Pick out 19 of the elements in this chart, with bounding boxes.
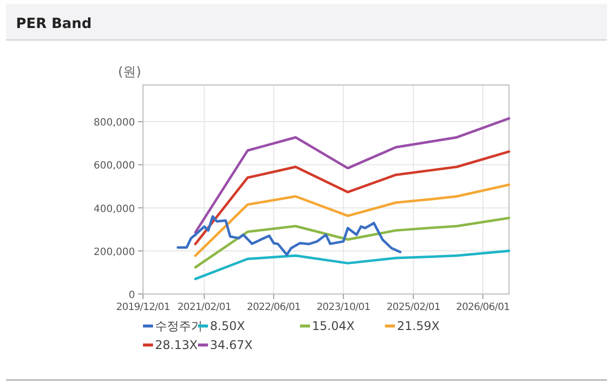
y-tick-label: 200,000 <box>94 246 135 258</box>
legend-label: 34.67X <box>210 338 253 352</box>
y-tick-label: 800,000 <box>94 118 135 129</box>
y-tick-label: 600,000 <box>94 160 135 172</box>
legend-label: 수정주가 <box>155 319 203 333</box>
x-tick-label: 2023/10/01 <box>316 302 370 313</box>
legend-label: 21.59X <box>397 319 440 333</box>
y-tick-label: 400,000 <box>94 204 135 215</box>
y-axis-title: (원) <box>118 65 142 80</box>
y-tick-label: 0 <box>128 290 135 301</box>
legend-label: 8.50X <box>210 319 245 333</box>
x-tick-label: 2019/12/01 <box>116 302 170 313</box>
x-tick-label: 2025/02/01 <box>386 302 440 313</box>
x-tick-label: 2021/02/01 <box>177 302 232 313</box>
legend-label: 28.13X <box>155 338 198 352</box>
chart-title: PER Band <box>16 16 92 32</box>
x-tick-label: 2022/06/01 <box>246 302 301 313</box>
x-tick-label: 2026/06/01 <box>456 302 510 313</box>
legend-label: 15.04X <box>312 319 355 333</box>
